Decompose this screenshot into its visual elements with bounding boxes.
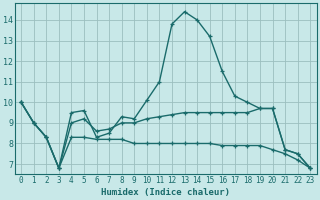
- X-axis label: Humidex (Indice chaleur): Humidex (Indice chaleur): [101, 188, 230, 197]
